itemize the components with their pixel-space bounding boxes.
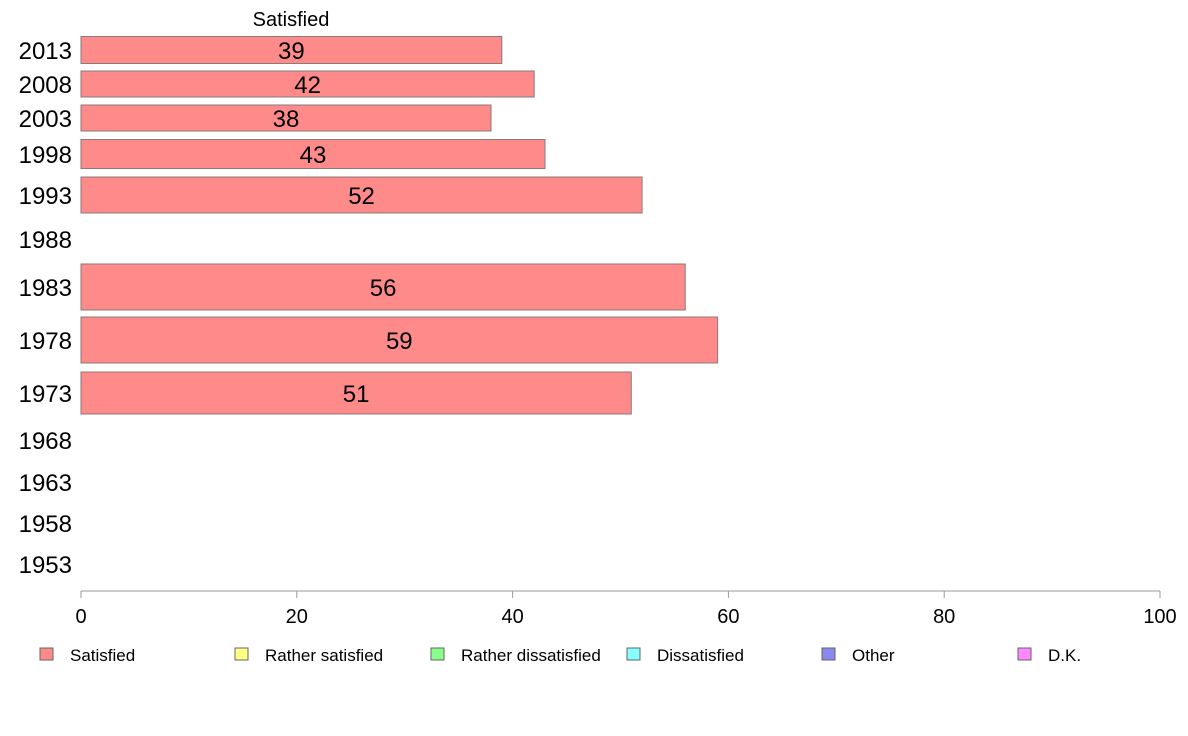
legend-label-other: Other [852, 646, 895, 665]
year-label-2013: 2013 [19, 38, 72, 65]
legend-label-rather-dissatisfied: Rather dissatisfied [461, 646, 601, 665]
bar-value-label-1978: 59 [386, 328, 413, 355]
year-label-1993: 1993 [19, 183, 72, 210]
bar-value-label-2013: 39 [278, 38, 305, 65]
legend-swatch-rather-satisfied [234, 647, 249, 661]
year-label-1983: 1983 [19, 275, 72, 302]
year-label-2008: 2008 [19, 72, 72, 99]
year-label-1958: 1958 [19, 511, 72, 538]
bar-value-label-1973: 51 [343, 381, 370, 408]
x-tick-label-40: 40 [501, 606, 523, 628]
year-label-1988: 1988 [19, 227, 72, 254]
bar-value-label-2008: 42 [294, 72, 321, 99]
bar-satisfied-2008 [80, 70, 535, 98]
x-tick-label-0: 0 [75, 606, 86, 628]
bar-satisfied-1993 [80, 176, 643, 214]
legend-swatch-d-k- [1017, 647, 1032, 661]
bar-satisfied-1973 [80, 371, 632, 415]
year-label-1978: 1978 [19, 328, 72, 355]
year-label-1968: 1968 [19, 428, 72, 455]
legend-swatch-other [821, 647, 836, 661]
year-label-2003: 2003 [19, 106, 72, 133]
legend-label-satisfied: Satisfied [70, 646, 135, 665]
legend-swatch-satisfied [39, 647, 54, 661]
bar-value-label-2003: 38 [273, 106, 300, 133]
bar-satisfied-2003 [80, 104, 492, 132]
legend-label-dissatisfied: Dissatisfied [657, 646, 744, 665]
x-tick-label-60: 60 [717, 606, 739, 628]
bar-value-label-1998: 43 [300, 142, 327, 169]
series-header-label: Satisfied [253, 9, 330, 31]
x-tick-label-100: 100 [1143, 606, 1176, 628]
bar-value-label-1993: 52 [348, 183, 375, 210]
year-label-1953: 1953 [19, 552, 72, 579]
legend-label-d-k-: D.K. [1048, 646, 1081, 665]
legend-label-rather-satisfied: Rather satisfied [265, 646, 383, 665]
bar-satisfied-1998 [80, 139, 546, 169]
legend-swatch-dissatisfied [626, 647, 641, 661]
bar-satisfied-1978 [80, 316, 719, 364]
legend-swatch-rather-dissatisfied [430, 647, 445, 661]
bar-satisfied-2013 [80, 36, 503, 64]
bar-value-label-1983: 56 [370, 275, 397, 302]
x-tick-label-20: 20 [286, 606, 308, 628]
x-tick-label-80: 80 [933, 606, 955, 628]
year-label-1998: 1998 [19, 142, 72, 169]
year-label-1973: 1973 [19, 381, 72, 408]
year-label-1963: 1963 [19, 470, 72, 497]
bar-satisfied-1983 [80, 263, 686, 311]
